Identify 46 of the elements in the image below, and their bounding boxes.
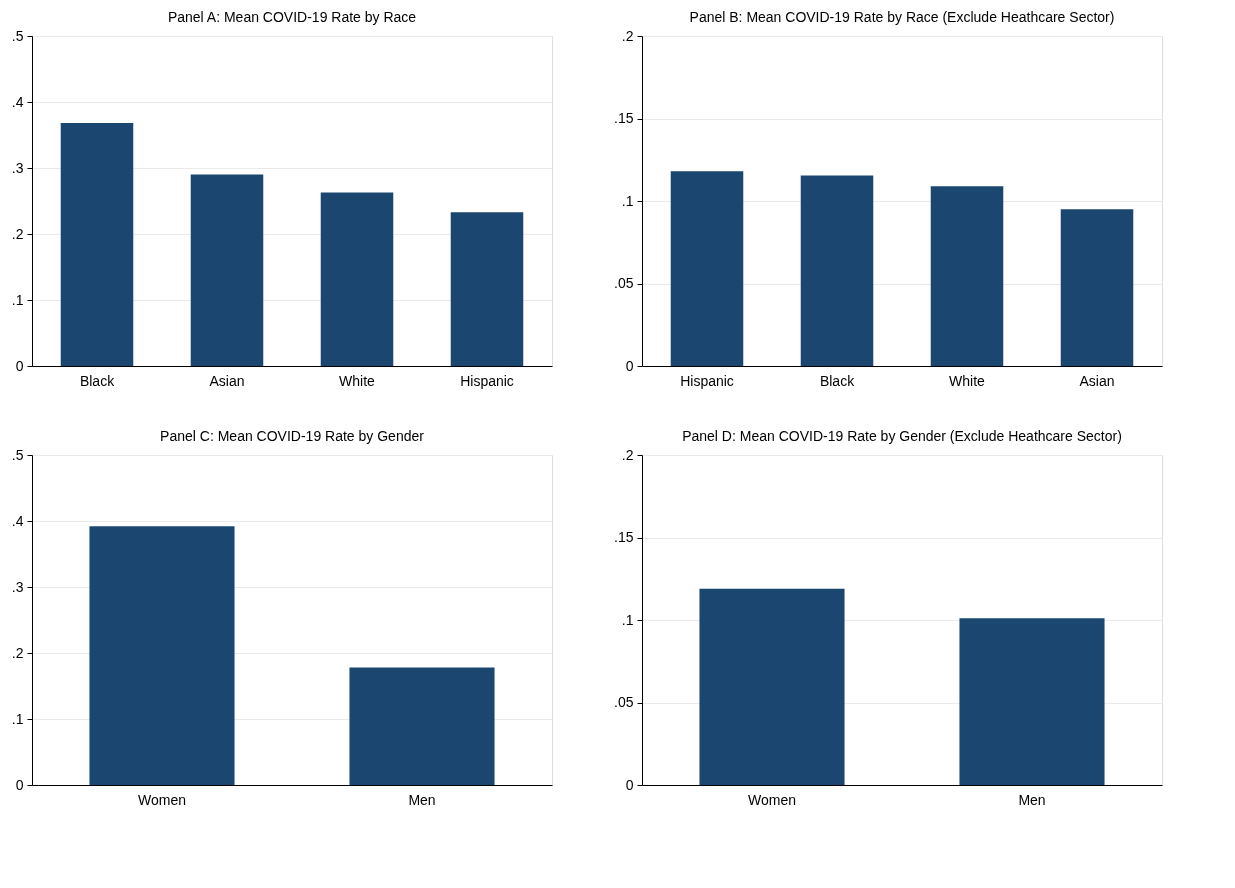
y-tick-label: .4: [11, 512, 24, 529]
x-tick-label: Men: [408, 791, 436, 808]
chart-title: Panel C: Mean COVID-19 Rate by Gender: [160, 428, 425, 444]
x-tick-label: Hispanic: [680, 372, 734, 389]
y-tick-label: .15: [614, 110, 634, 126]
x-tick-label: Black: [79, 372, 116, 389]
bar: [60, 123, 134, 366]
y-tick-label: 0: [625, 776, 634, 793]
y-tick-label: .1: [11, 291, 24, 308]
bar: [800, 175, 874, 366]
x-tick-label: Asian: [1079, 372, 1115, 389]
bar: [190, 174, 264, 366]
y-tick-label: .05: [614, 694, 634, 710]
x-tick-label: Women: [138, 791, 186, 808]
y-tick-label: .5: [11, 27, 24, 44]
y-tick-label: .1: [621, 192, 634, 209]
x-tick-label: Hispanic: [460, 372, 514, 389]
y-tick-label: .05: [614, 275, 634, 291]
bar: [930, 186, 1004, 366]
y-tick-label: .4: [11, 93, 24, 110]
x-tick-label: Men: [1018, 791, 1046, 808]
chart-title: Panel D: Mean COVID-19 Rate by Gender (Exclude Heathcare Sector): [682, 428, 1122, 444]
y-tick-label: .2: [11, 644, 24, 661]
y-tick-label: .2: [621, 446, 634, 463]
bar: [670, 171, 744, 366]
x-tick-label: White: [339, 372, 376, 389]
y-tick-label: .1: [11, 710, 24, 727]
x-tick-label: Black: [819, 372, 856, 389]
y-tick-label: .15: [614, 529, 634, 545]
y-tick-label: .3: [11, 159, 24, 176]
y-tick-label: 0: [625, 357, 634, 374]
x-tick-label: Asian: [209, 372, 245, 389]
y-tick-label: .2: [621, 27, 634, 44]
y-tick-label: .1: [621, 611, 634, 628]
x-tick-label: Women: [748, 791, 796, 808]
y-tick-label: .3: [11, 578, 24, 595]
y-tick-label: .2: [11, 225, 24, 242]
y-tick-label: 0: [15, 776, 24, 793]
y-tick-label: 0: [15, 357, 24, 374]
chart-title: Panel B: Mean COVID-19 Rate by Race (Exclude Heathcare Sector): [689, 9, 1115, 25]
bar: [1060, 209, 1134, 366]
chart-title: Panel A: Mean COVID-19 Rate by Race: [167, 9, 417, 25]
x-tick-label: White: [949, 372, 986, 389]
bar: [320, 192, 394, 366]
bar: [450, 212, 524, 366]
y-tick-label: .5: [11, 446, 24, 463]
